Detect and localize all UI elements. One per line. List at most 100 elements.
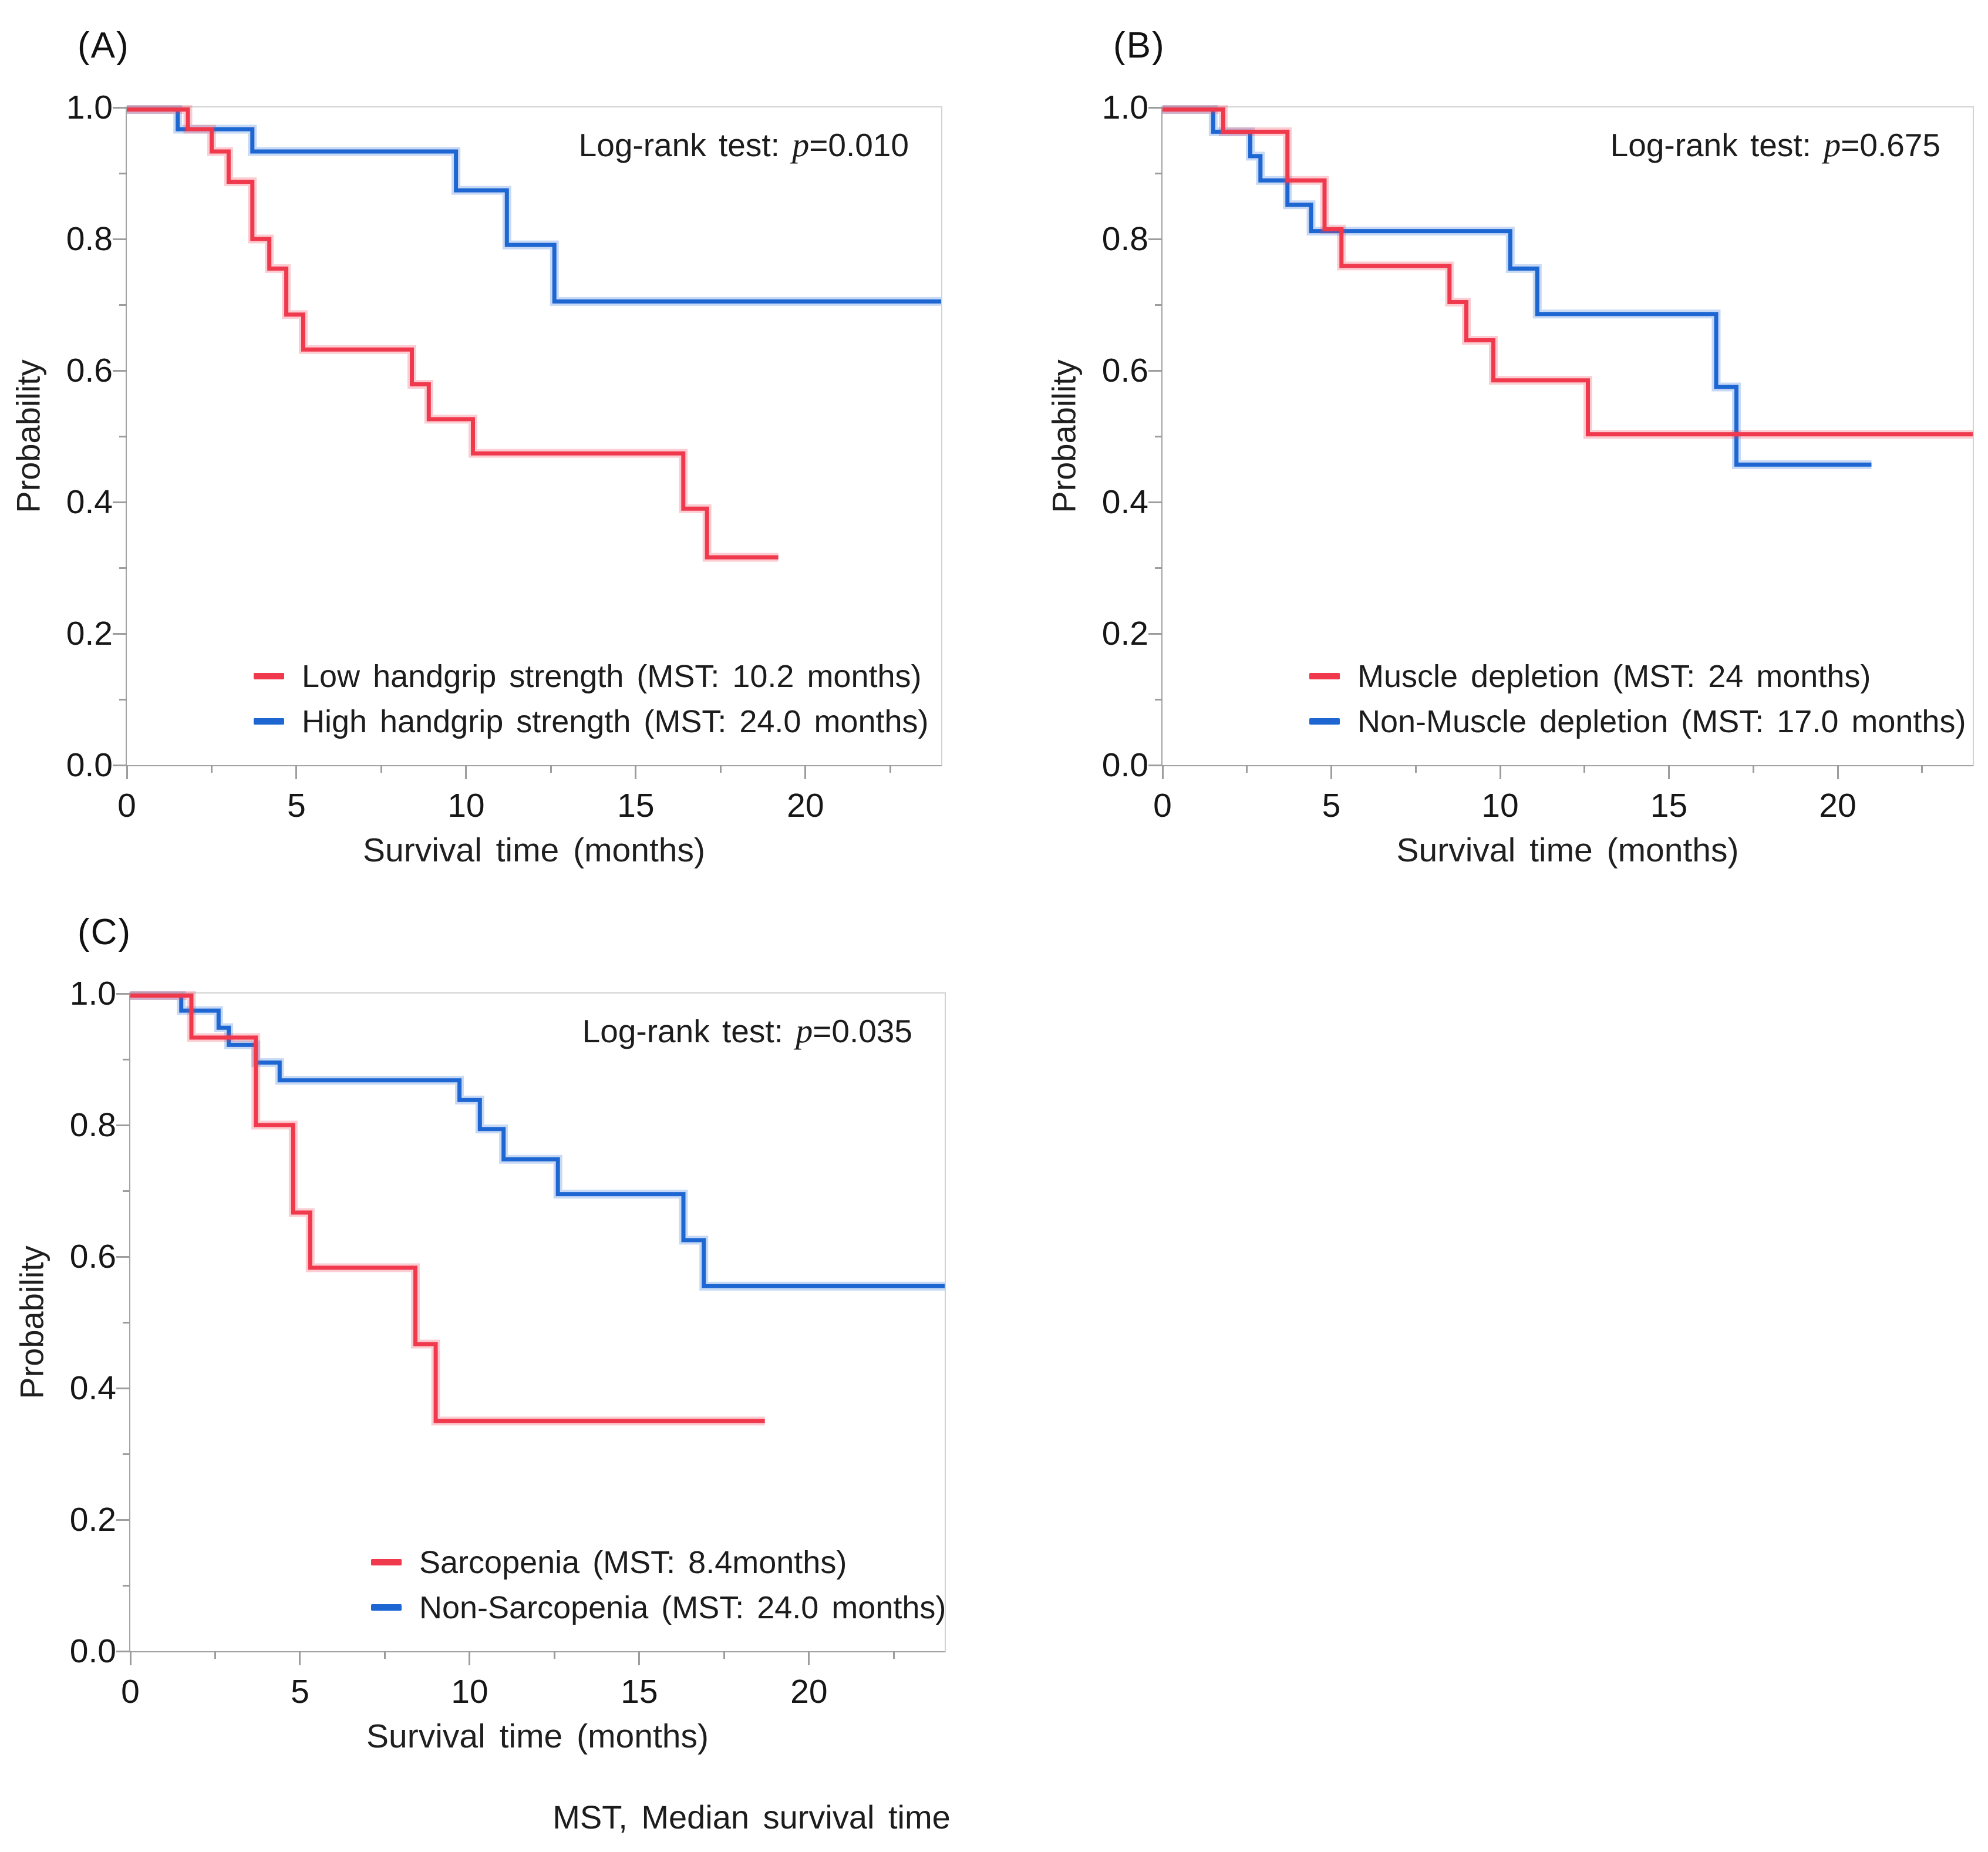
y-axis-label: Probability <box>9 359 47 513</box>
y-tick-label: 0.4 <box>69 1369 116 1407</box>
y-tick-label: 0.6 <box>69 1238 116 1275</box>
km-plot-panel-b: Probability Survival time (months) Log-r… <box>1046 89 1974 869</box>
x-tick-label: 0 <box>121 1673 140 1710</box>
y-minor-tick <box>119 567 127 569</box>
x-major-tick <box>804 765 807 779</box>
p-symbol: p <box>792 126 810 164</box>
x-axis-label: Survival time (months) <box>363 831 705 869</box>
x-tick-label: 0 <box>1153 787 1172 824</box>
y-axis-label: Probability <box>13 1245 50 1399</box>
y-major-tick <box>113 501 127 503</box>
y-major-tick <box>1148 238 1163 240</box>
figure-footnote: MST, Median survival time <box>552 1799 951 1836</box>
y-major-tick <box>113 764 127 766</box>
blue-line-swatch <box>254 718 284 725</box>
red-line-swatch <box>371 1559 402 1565</box>
y-minor-tick <box>1155 567 1163 569</box>
x-tick-label: 5 <box>1322 787 1341 824</box>
y-axis-label: Probability <box>1045 359 1083 513</box>
y-tick-label: 0.0 <box>1101 746 1148 784</box>
x-axis-label: Survival time (months) <box>1396 831 1739 869</box>
x-tick-label: 20 <box>1819 787 1856 824</box>
x-tick-label: 20 <box>787 787 824 824</box>
legend-label: High handgrip strength (MST: 24.0 months… <box>302 703 929 739</box>
y-minor-tick <box>123 1321 130 1324</box>
p-symbol: p <box>796 1012 813 1050</box>
km-curves-panel-b <box>1163 105 1973 469</box>
log-rank-annotation: Log-rank test: p=0.010 <box>578 126 909 164</box>
x-tick-label: 10 <box>447 787 485 824</box>
y-tick-label: 0.6 <box>1101 352 1148 389</box>
legend-panel-b: Muscle depletion (MST: 24 months) Non-Mu… <box>1309 654 1966 744</box>
y-tick-label: 0.4 <box>1101 483 1148 521</box>
x-tick-label: 0 <box>117 787 136 824</box>
y-major-tick <box>113 238 127 240</box>
y-minor-tick <box>119 698 127 701</box>
y-minor-tick <box>1155 172 1163 174</box>
legend-panel-c: Sarcopenia (MST: 8.4months) Non-Sarcopen… <box>371 1540 946 1630</box>
legend-label: Sarcopenia (MST: 8.4months) <box>419 1544 847 1580</box>
legend-label: Non-Muscle depletion (MST: 17.0 months) <box>1357 703 1966 739</box>
x-minor-tick <box>553 1651 555 1659</box>
x-major-tick <box>129 1651 132 1665</box>
blue-line-swatch <box>1309 718 1340 725</box>
x-minor-tick <box>1583 765 1586 773</box>
legend-item: Non-Muscle depletion (MST: 17.0 months) <box>1309 699 1966 744</box>
y-tick-label: 0.2 <box>69 1501 116 1538</box>
y-major-tick <box>113 632 127 635</box>
x-minor-tick <box>1921 765 1923 773</box>
x-minor-tick <box>889 765 891 773</box>
y-minor-tick <box>119 435 127 437</box>
y-major-tick <box>116 992 130 995</box>
p-symbol: p <box>1824 126 1841 164</box>
y-minor-tick <box>1155 304 1163 306</box>
x-major-tick <box>1499 765 1501 779</box>
x-tick-label: 10 <box>451 1673 488 1710</box>
x-minor-tick <box>723 1651 725 1659</box>
y-major-tick <box>1148 632 1163 635</box>
x-major-tick <box>126 765 128 779</box>
panel-c-title: (C) <box>78 912 132 952</box>
y-major-tick <box>1148 501 1163 503</box>
x-major-tick <box>638 1651 641 1665</box>
red-line-swatch <box>1309 673 1340 679</box>
legend-item: Sarcopenia (MST: 8.4months) <box>371 1540 946 1585</box>
y-minor-tick <box>119 304 127 306</box>
y-minor-tick <box>1155 698 1163 701</box>
legend-label: Low handgrip strength (MST: 10.2 months) <box>302 658 922 694</box>
x-minor-tick <box>210 765 213 773</box>
y-major-tick <box>113 369 127 372</box>
x-tick-label: 15 <box>621 1673 658 1710</box>
y-major-tick <box>1148 764 1163 766</box>
log-rank-annotation: Log-rank test: p=0.035 <box>582 1012 912 1050</box>
y-minor-tick <box>123 1453 130 1455</box>
y-tick-label: 1.0 <box>69 975 116 1012</box>
km-curves-panel-a <box>127 105 941 562</box>
y-tick-label: 0.0 <box>66 746 113 784</box>
km-curve-non-sarcopenia <box>130 994 945 1288</box>
x-axis-label: Survival time (months) <box>366 1718 709 1755</box>
y-major-tick <box>113 106 127 109</box>
x-minor-tick <box>380 765 382 773</box>
legend-item: Low handgrip strength (MST: 10.2 months) <box>254 654 929 699</box>
km-curve-non-muscle-depletion <box>1163 107 1872 467</box>
blue-line-swatch <box>371 1604 402 1611</box>
y-tick-label: 1.0 <box>66 89 113 126</box>
x-tick-label: 15 <box>617 787 655 824</box>
y-major-tick <box>1148 369 1163 372</box>
x-minor-tick <box>719 765 722 773</box>
red-line-swatch <box>254 673 284 679</box>
panel-b-title: (B) <box>1113 25 1165 66</box>
y-tick-label: 1.0 <box>1101 89 1148 126</box>
legend-label: Muscle depletion (MST: 24 months) <box>1357 658 1871 694</box>
y-tick-label: 0.8 <box>66 220 113 258</box>
x-tick-label: 15 <box>1650 787 1688 824</box>
x-minor-tick <box>1752 765 1754 773</box>
y-tick-label: 0.0 <box>69 1632 116 1670</box>
x-tick-label: 20 <box>790 1673 828 1710</box>
y-tick-label: 0.2 <box>66 615 113 652</box>
y-minor-tick <box>123 1058 130 1060</box>
y-tick-label: 0.8 <box>69 1106 116 1144</box>
y-tick-label: 0.4 <box>66 483 113 521</box>
